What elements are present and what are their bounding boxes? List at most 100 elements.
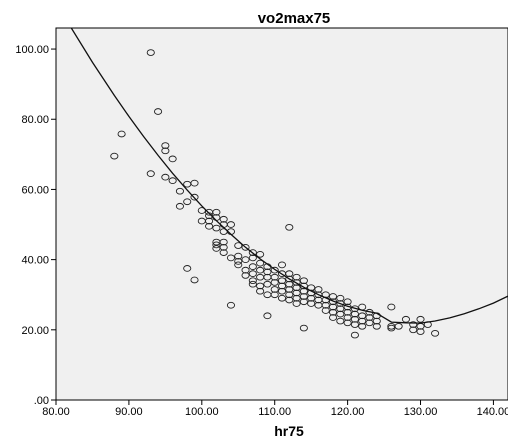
data-point <box>248 249 257 256</box>
data-point <box>285 286 294 293</box>
y-tick-label: 80.00 <box>21 114 49 126</box>
data-point <box>212 241 221 249</box>
data-point <box>299 293 308 300</box>
data-point <box>285 223 294 231</box>
data-point <box>292 289 301 297</box>
data-point <box>285 296 294 304</box>
data-point <box>350 331 359 339</box>
data-point <box>292 279 301 286</box>
data-point <box>183 198 192 206</box>
data-point <box>343 308 352 316</box>
y-tick-label: 100.00 <box>15 44 49 56</box>
data-point <box>263 312 272 320</box>
x-tick-label: 100.00 <box>185 406 219 418</box>
data-point <box>234 252 243 260</box>
data-point <box>226 301 236 309</box>
data-point <box>248 280 257 288</box>
data-point <box>307 300 316 307</box>
data-point <box>168 177 177 185</box>
data-point <box>285 270 294 278</box>
data-point <box>314 286 323 293</box>
data-point <box>292 300 301 307</box>
data-point <box>270 291 279 299</box>
data-point <box>307 294 316 302</box>
data-point <box>343 314 352 321</box>
data-point <box>248 263 257 270</box>
data-point <box>343 298 352 306</box>
data-point <box>277 287 287 295</box>
data-point <box>263 280 272 288</box>
data-point <box>219 243 228 251</box>
x-axis-label: hr75 <box>274 423 304 439</box>
data-point <box>256 266 265 274</box>
data-point <box>277 294 287 302</box>
data-point <box>161 142 170 149</box>
data-point <box>154 108 163 115</box>
data-point <box>146 49 155 56</box>
data-point <box>328 303 338 311</box>
data-point <box>161 173 170 181</box>
x-tick-label: 140.00 <box>477 406 508 418</box>
data-point <box>197 207 206 214</box>
data-point <box>190 193 199 201</box>
data-point <box>336 305 345 313</box>
data-point <box>161 147 170 155</box>
data-point <box>299 298 308 306</box>
data-point <box>416 328 425 335</box>
data-point <box>372 317 381 325</box>
data-point <box>256 251 265 258</box>
data-point <box>212 208 221 216</box>
data-point <box>205 217 214 225</box>
data-point <box>256 259 265 267</box>
data-point <box>277 277 287 285</box>
data-point <box>328 293 338 300</box>
scatter-points <box>110 49 440 339</box>
data-point <box>205 222 214 230</box>
x-tick-label: 90.00 <box>115 406 143 418</box>
data-point <box>321 307 330 314</box>
data-point <box>387 324 396 332</box>
data-point <box>387 303 396 311</box>
x-tick-label: 130.00 <box>404 406 438 418</box>
data-point <box>336 310 345 318</box>
data-point <box>358 317 367 325</box>
data-point <box>336 317 345 325</box>
data-point <box>183 265 192 272</box>
data-point <box>299 287 308 295</box>
data-point <box>270 266 279 274</box>
plot-area <box>55 27 508 401</box>
y-tick-label: 20.00 <box>21 325 49 337</box>
data-point <box>248 254 257 262</box>
data-point <box>226 254 236 262</box>
data-point <box>409 321 418 328</box>
data-point <box>365 314 374 321</box>
x-tick-label: 120.00 <box>331 406 365 418</box>
data-point <box>321 301 330 309</box>
data-point <box>219 249 228 256</box>
data-point <box>226 221 236 228</box>
data-point <box>372 322 381 330</box>
data-point <box>270 273 279 281</box>
data-point <box>117 130 126 138</box>
data-point <box>277 282 287 290</box>
data-point <box>241 256 250 263</box>
y-axis: .00 20.00 40.00 60.00 80.00 100.00 <box>15 44 56 407</box>
data-point <box>190 276 199 284</box>
data-point <box>358 312 367 320</box>
data-point <box>234 242 243 249</box>
data-point <box>299 324 308 332</box>
data-point <box>256 287 265 295</box>
data-point <box>175 202 184 210</box>
data-point <box>168 155 177 163</box>
data-point <box>285 291 294 299</box>
data-point <box>409 326 418 334</box>
data-point <box>328 314 338 321</box>
data-point <box>212 224 221 232</box>
data-point <box>365 319 374 327</box>
data-point <box>416 315 425 323</box>
data-point <box>292 294 301 302</box>
data-point <box>241 266 250 274</box>
data-point <box>234 261 243 269</box>
